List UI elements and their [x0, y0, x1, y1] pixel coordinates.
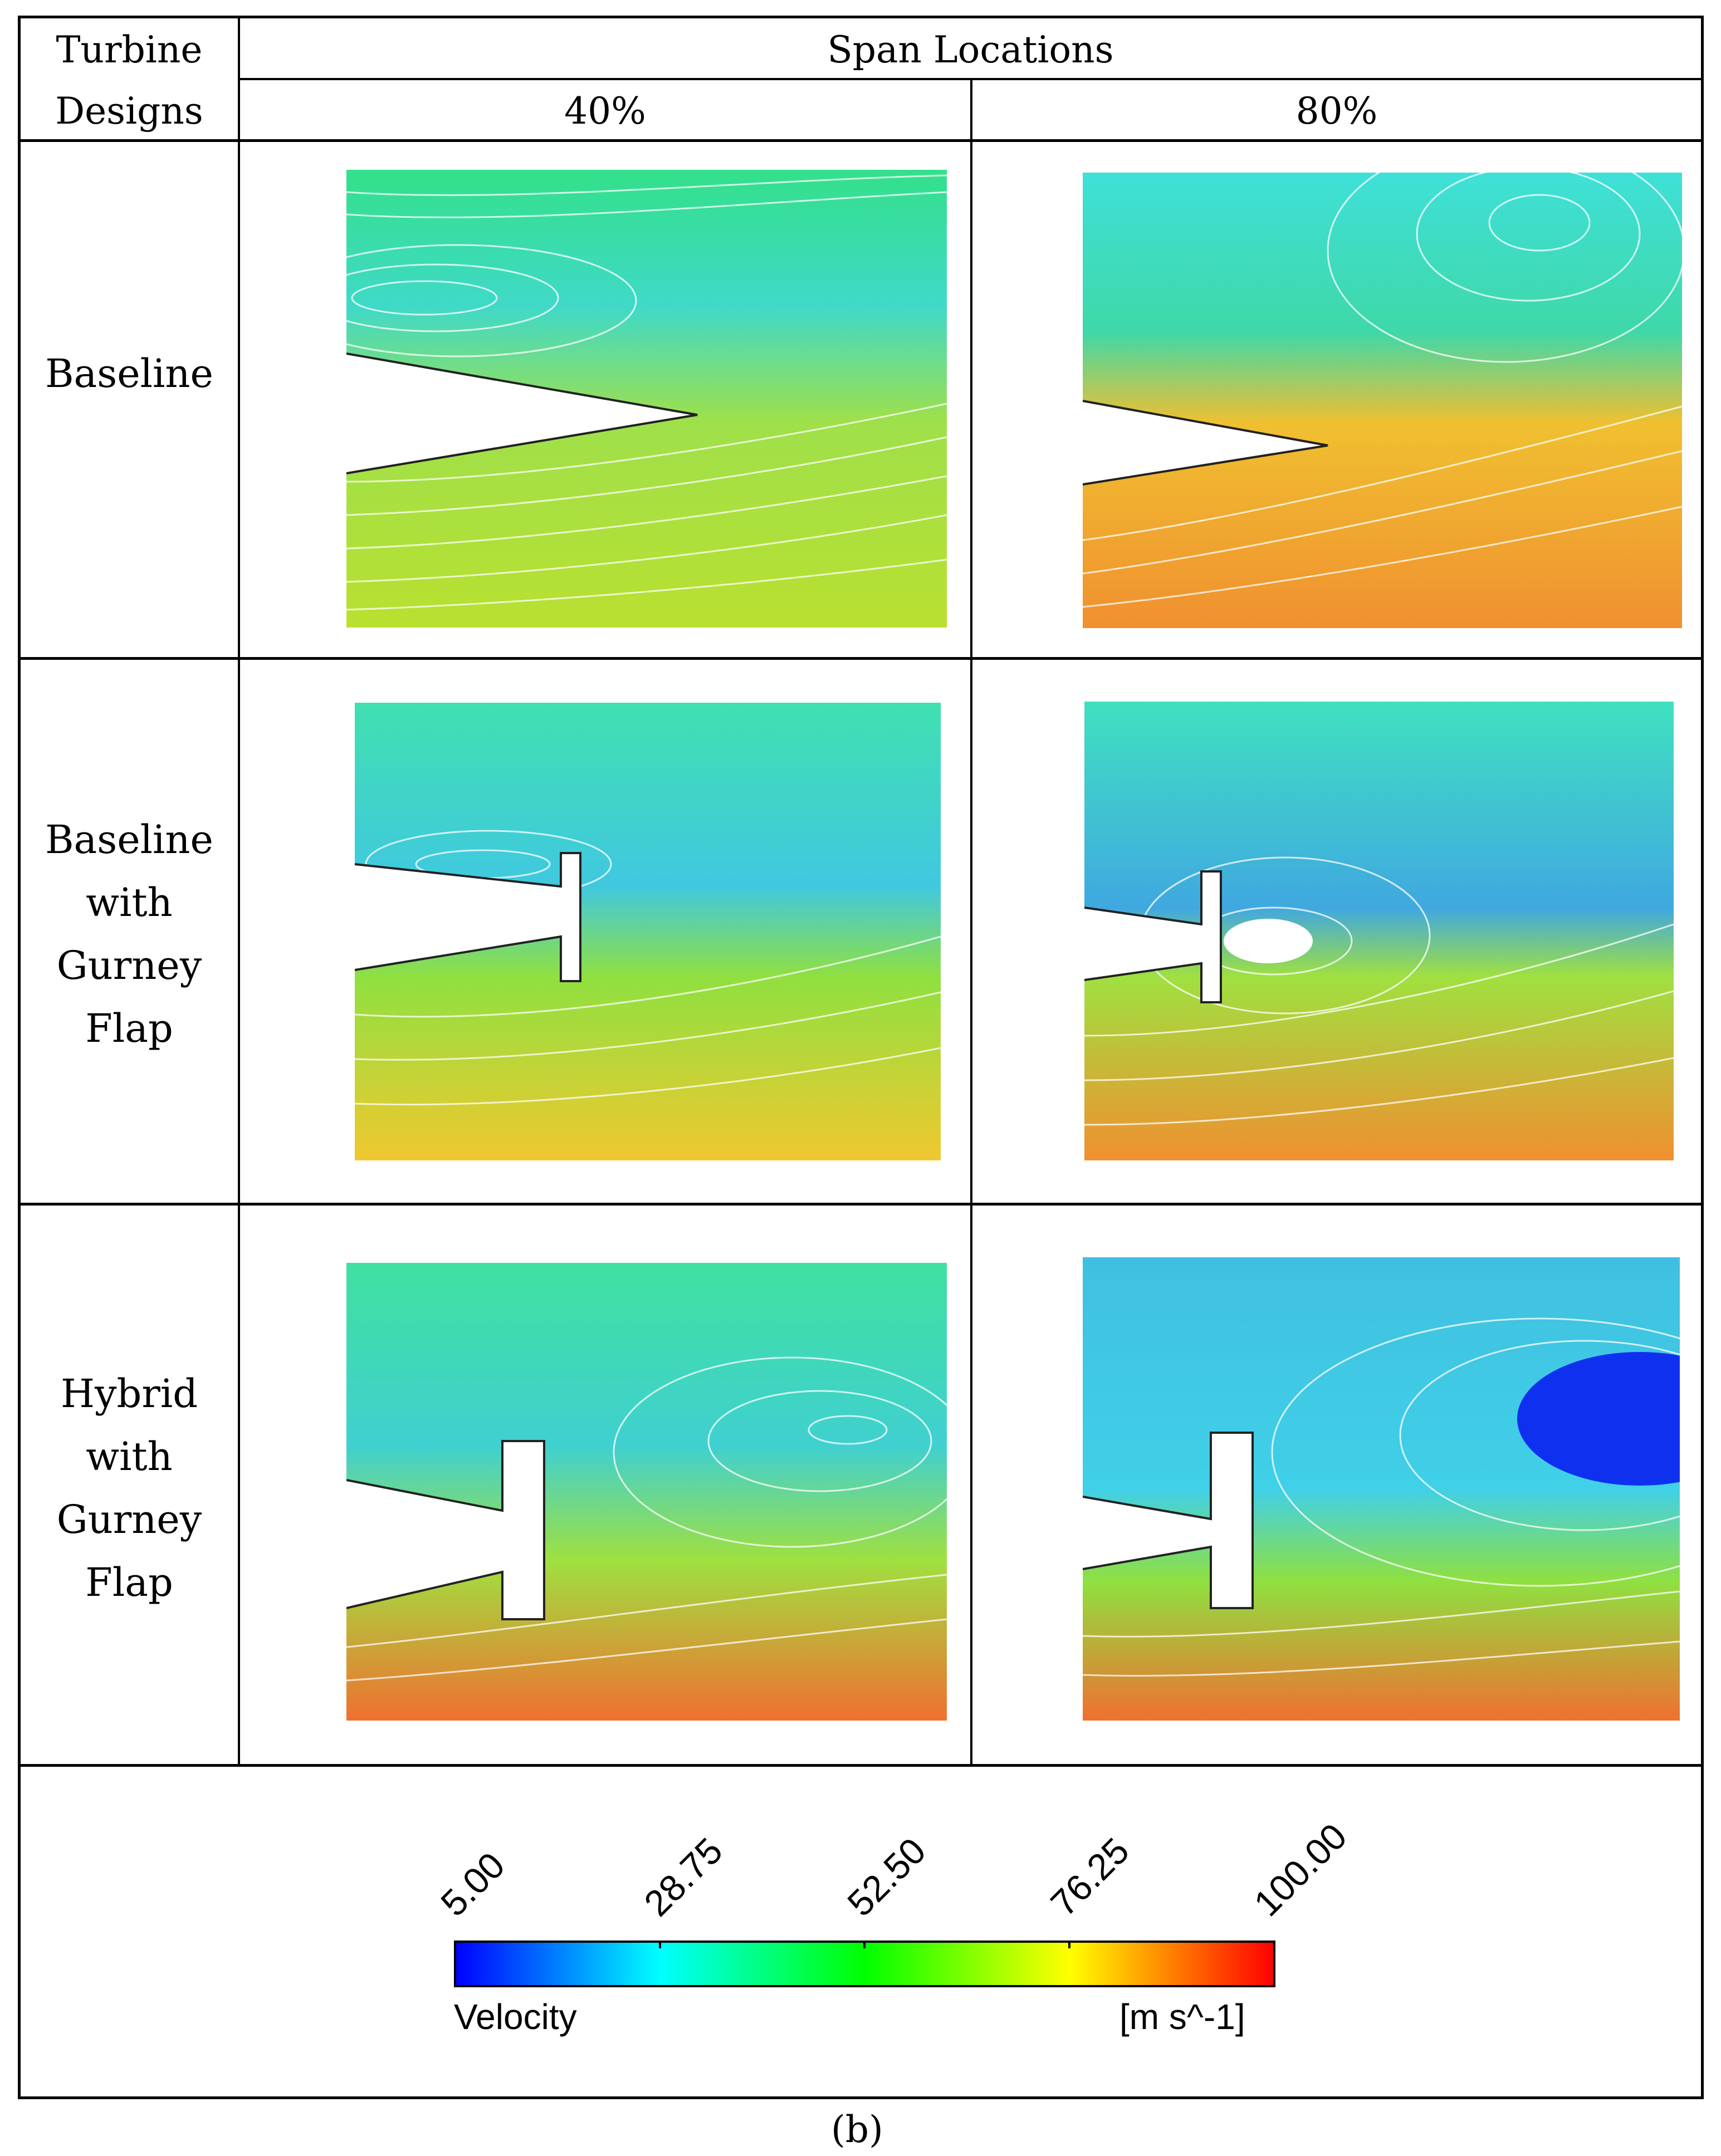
streamline-plot-baseline-gurney-80: [1084, 702, 1674, 1160]
row-label-line: Gurney: [56, 943, 202, 988]
colorbar-quantity-label: Velocity: [454, 1997, 577, 2037]
colorbar-tick-label: 5.00: [432, 1844, 513, 1924]
header-span-locations: Span Locations: [827, 28, 1114, 71]
row3-bottom-border: [18, 1764, 1703, 1767]
row-label-baseline-gurney: Baseline with Gurney Flap: [21, 808, 238, 1060]
header-turbine-designs: Turbine Designs: [21, 19, 238, 142]
row-label-line: Flap: [85, 1006, 173, 1051]
table-left-border: [18, 16, 21, 2099]
span-column-divider: [970, 78, 972, 1767]
streamline-plot-baseline-80: [1083, 173, 1682, 628]
row-label-hybrid-gurney: Hybrid with Gurney Flap: [21, 1363, 238, 1614]
colorbar-tick-label: 76.25: [1042, 1830, 1137, 1924]
row-label-line: Flap: [85, 1560, 173, 1605]
header-turbine-line: Turbine: [56, 28, 203, 71]
row2-bottom-border: [18, 1203, 1703, 1206]
streamline-plot-hybrid-gurney-80: [1083, 1257, 1680, 1721]
row-label-line: Baseline: [45, 817, 213, 863]
row1-bottom-border: [18, 657, 1703, 660]
row-label-line: with: [86, 1434, 173, 1479]
table-top-border: [18, 16, 1703, 18]
colorbar-tick-label: 52.50: [839, 1830, 934, 1924]
colorbar-unit-label: [m s^-1]: [1119, 1997, 1245, 2037]
colorbar: [454, 1941, 1275, 1987]
row-label-line: Baseline: [45, 351, 213, 396]
row-label-line: Gurney: [56, 1497, 202, 1542]
designs-column-divider: [238, 16, 240, 1767]
row-label-line: with: [86, 880, 173, 925]
figure-caption: (b): [831, 2108, 883, 2151]
table-bottom-border: [18, 2096, 1703, 2099]
streamline-plot-baseline-gurney-40: [355, 703, 941, 1160]
row-label-baseline: Baseline: [21, 342, 238, 405]
streamline-plot-hybrid-gurney-40: [346, 1263, 947, 1721]
streamline-plot-baseline-40: [346, 170, 947, 628]
row-label-line: Hybrid: [60, 1371, 198, 1417]
header-designs-line: Designs: [55, 90, 203, 133]
table-right-border: [1701, 16, 1704, 2099]
header-span-40: 40%: [564, 90, 646, 133]
colorbar-tick-label: 28.75: [635, 1830, 731, 1924]
colorbar-tick-label: 100.00: [1245, 1815, 1355, 1924]
header-bottom-border: [18, 139, 1703, 142]
header-span-80: 80%: [1295, 90, 1378, 133]
